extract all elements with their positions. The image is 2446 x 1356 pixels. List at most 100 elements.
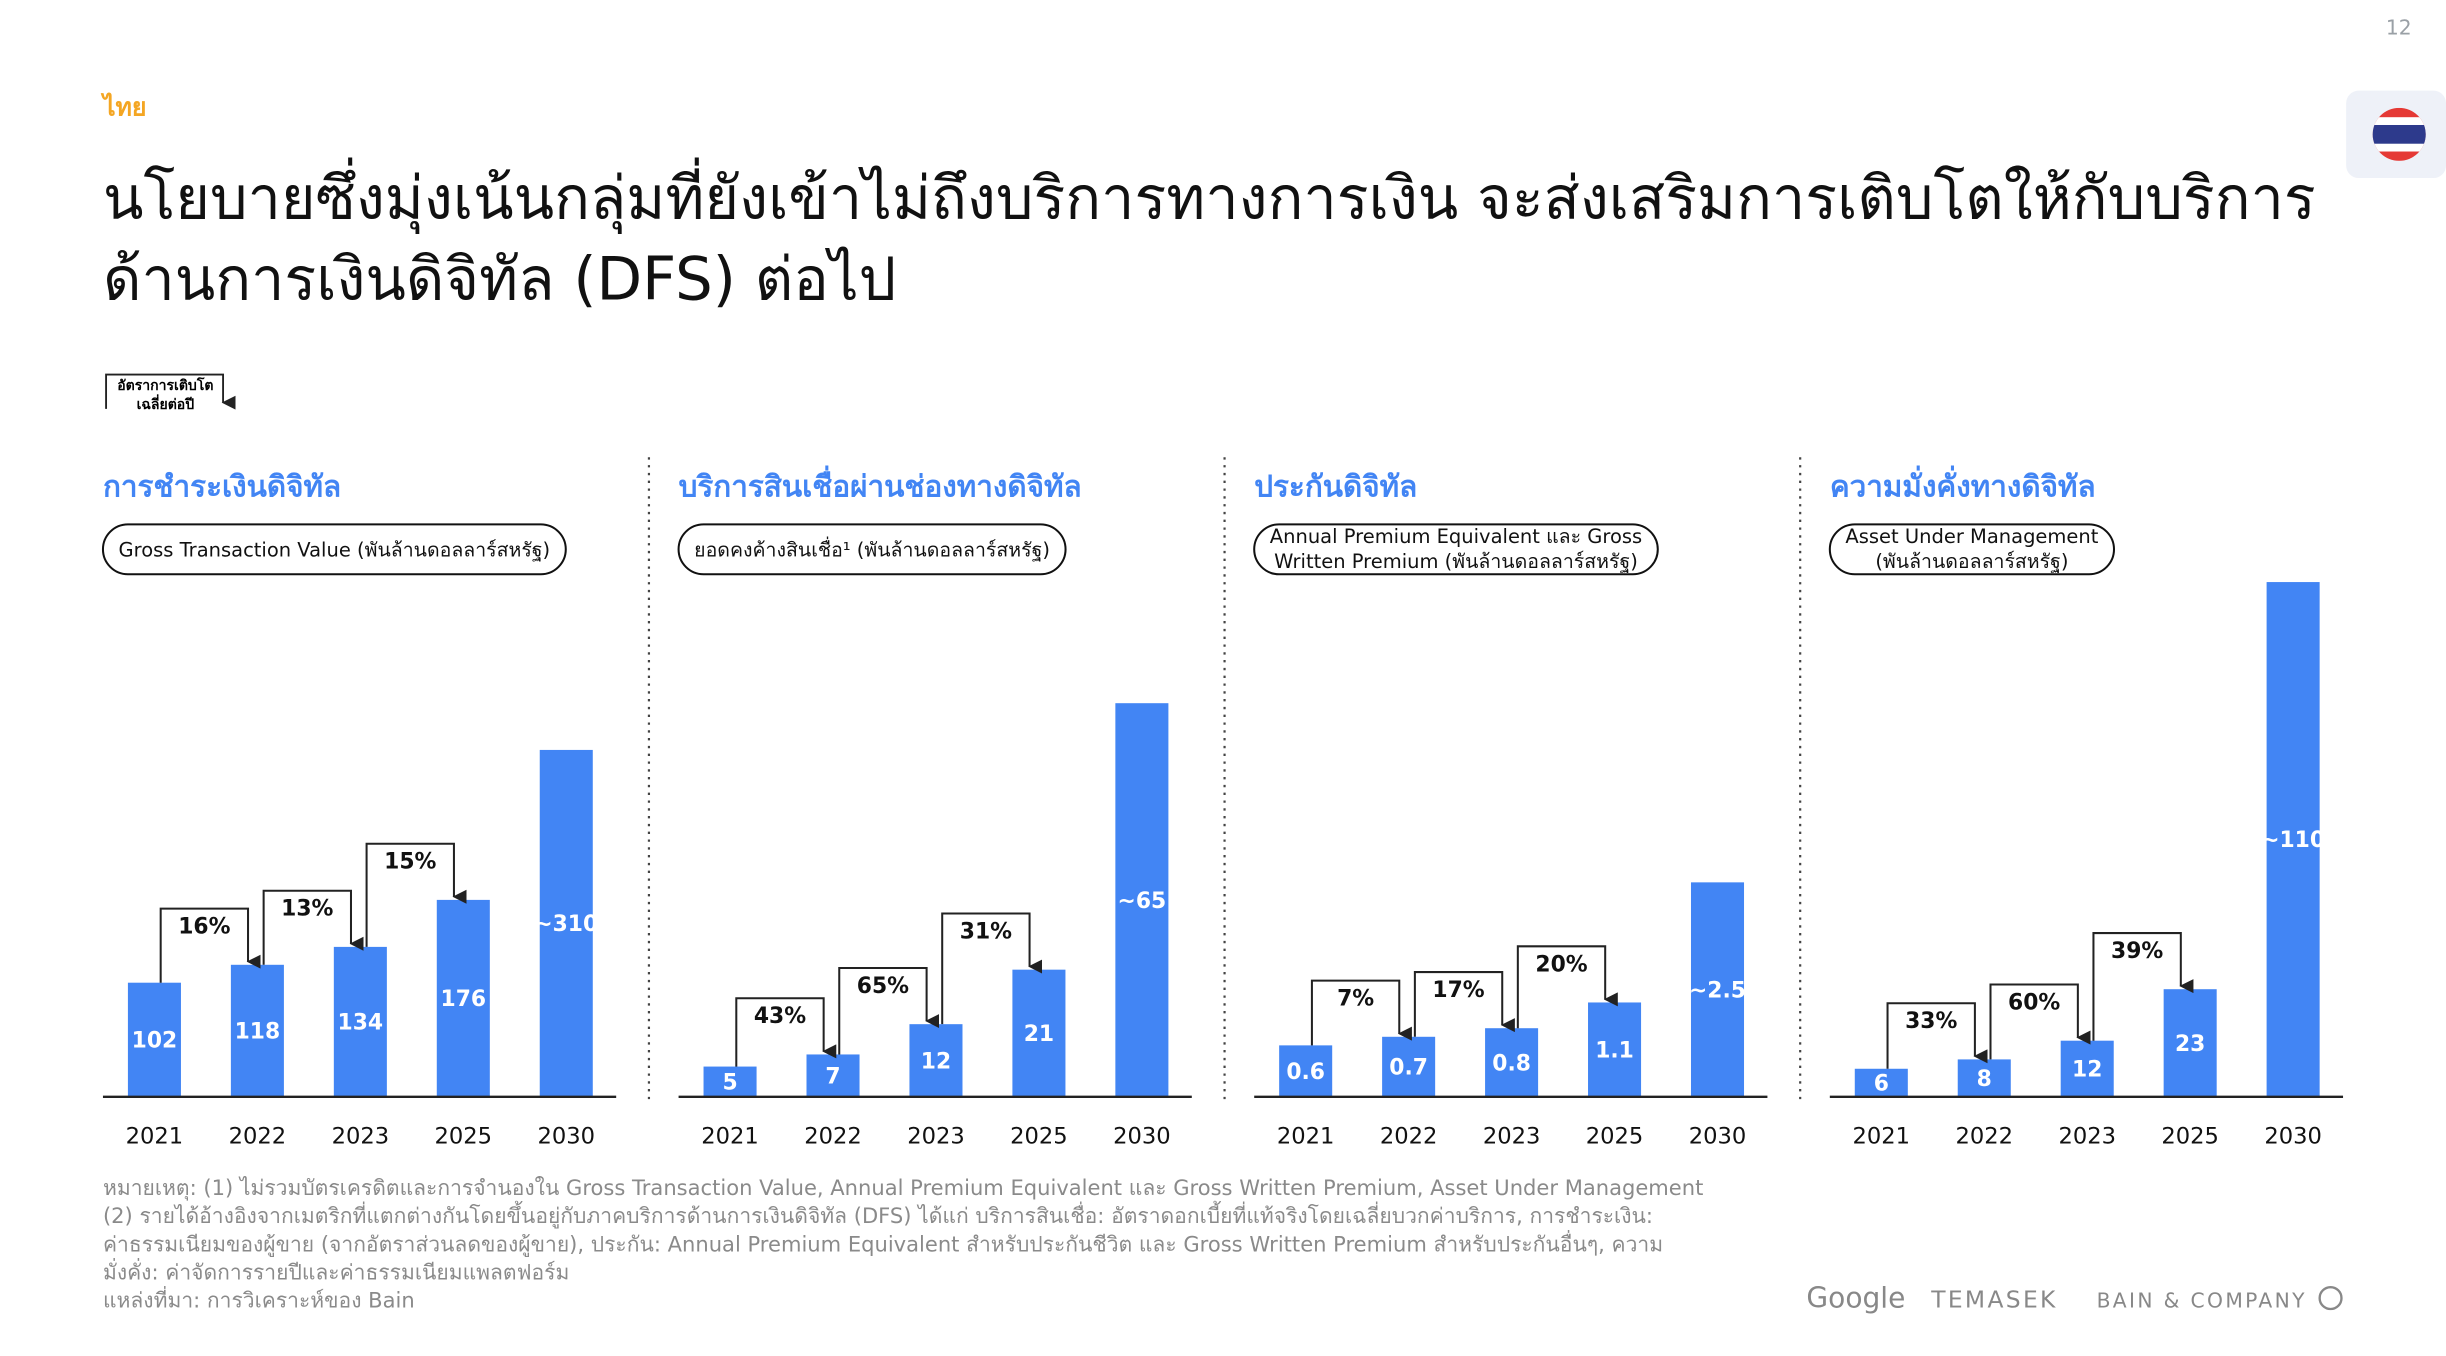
- x-tick-label: 2022: [804, 1124, 862, 1150]
- measure-label: Written Premium (พันล้านดอลลาร์สหรัฐ): [1274, 550, 1638, 573]
- bar: [1012, 969, 1066, 1097]
- bar-value-label: ~2.5: [1689, 978, 1746, 1003]
- growth-arrow: [1886, 1002, 1988, 1069]
- slide-title: ด้านการเงินดิจิทัล (DFS) ต่อไป: [103, 245, 896, 314]
- bar-value-label: 21: [1024, 1022, 1054, 1047]
- chart-title: บริการสินเชื่อผ่านช่องทางดิจิทัล: [679, 465, 1082, 503]
- footnote: (2) รายได้อ้างอิงจากเมตริกที่แตกต่างกันโ…: [103, 1201, 1653, 1229]
- footnotes: หมายเหตุ: (1) ไม่รวมบัตรเครดิตและการจำนอ…: [103, 1175, 1703, 1312]
- bar: [539, 749, 593, 1097]
- slide-title: นโยบายซึ่งมุ่งเน้นกลุ่มที่ยังเข้าไม่ถึงบ…: [103, 158, 2316, 235]
- flag: [2346, 90, 2446, 179]
- bar-value-label: 8: [1977, 1067, 1992, 1092]
- footnote: แหล่งที่มา: การวิเคราะห์ของ Bain: [103, 1285, 415, 1312]
- bar-value-label: 5: [722, 1071, 737, 1096]
- bar-value-label: 12: [921, 1049, 951, 1074]
- growth-arrow: [1516, 945, 1618, 1029]
- bar-value-label: 6: [1874, 1072, 1889, 1097]
- bar: [127, 982, 181, 1097]
- legend-text: อัตราการเติบโต: [117, 376, 213, 394]
- growth-label: 15%: [384, 850, 436, 875]
- measure-pill: ยอดคงค้างสินเชื่อ¹ (พันล้านดอลลาร์สหรัฐ): [677, 523, 1067, 576]
- logo: TEMASEK: [1930, 1285, 2058, 1313]
- region-label: ไทย: [100, 92, 147, 122]
- x-tick-label: 2023: [1483, 1124, 1541, 1150]
- growth-arrow: [941, 912, 1043, 1025]
- measure-label: (พันล้านดอลลาร์สหรัฐ): [1875, 550, 2068, 573]
- x-tick-label: 2021: [1277, 1124, 1335, 1150]
- bar-value-label: ~310: [534, 912, 598, 937]
- bar: [1382, 1036, 1436, 1097]
- bar-value-label: ~65: [1118, 889, 1167, 914]
- x-tick-label: 2025: [1586, 1124, 1644, 1150]
- bar: [2266, 582, 2320, 1097]
- footnote: มั่งคั่ง: ค่าจัดการรายปีและค่าธรรมเนียมแ…: [103, 1257, 569, 1284]
- growth-label: 20%: [1535, 952, 1587, 977]
- bar-value-label: 102: [132, 1029, 178, 1054]
- growth-legend: อัตราการเติบโต เฉลี่ยต่อปี: [105, 373, 236, 413]
- x-tick-label: 2022: [1380, 1124, 1438, 1150]
- logo: BAIN & COMPANY: [2097, 1288, 2307, 1312]
- growth-arrow: [159, 907, 261, 983]
- x-tick-label: 2023: [332, 1124, 390, 1150]
- x-tick-label: 2021: [1853, 1124, 1911, 1150]
- bar: [1957, 1059, 2011, 1097]
- bar-value-label: 12: [2072, 1058, 2102, 1083]
- growth-label: 65%: [857, 974, 909, 999]
- bar-value-label: 0.8: [1492, 1051, 1531, 1076]
- bar-value-label: 118: [235, 1020, 281, 1045]
- chart-panel: ประกันดิจิทัล Annual Premium Equivalent แ…: [1223, 457, 1768, 1150]
- x-tick-label: 2030: [1689, 1124, 1747, 1150]
- bar: [1115, 703, 1169, 1097]
- growth-label: 33%: [1905, 1009, 1957, 1034]
- bar-value-label: 176: [441, 987, 487, 1012]
- x-tick-label: 2022: [1955, 1124, 2013, 1150]
- chart-panel: ความมั่งคั่งทางดิจิทัล Asset Under Manage…: [1799, 457, 2344, 1150]
- chart-panel: การชำระเงินดิจิทัล Gross Transaction Valu…: [101, 468, 617, 1150]
- x-tick-label: 2025: [2161, 1124, 2219, 1150]
- chart-title: ความมั่งคั่งทางดิจิทัล: [1830, 465, 2096, 503]
- bar-value-label: 1.1: [1595, 1038, 1634, 1063]
- pill-border: [677, 523, 1067, 576]
- bar: [1485, 1028, 1539, 1097]
- chart-title: ประกันดิจิทัล: [1254, 468, 1417, 503]
- bar-value-label: 0.6: [1286, 1060, 1325, 1085]
- bar-value-label: 23: [2175, 1032, 2205, 1057]
- growth-arrow: [2092, 932, 2194, 1041]
- bar-value-label: 0.7: [1389, 1056, 1428, 1081]
- measure-label: Annual Premium Equivalent และ Gross: [1270, 525, 1642, 548]
- growth-label: 16%: [178, 915, 230, 940]
- measure-pill: Asset Under Management(พันล้านดอลลาร์สหร…: [1828, 523, 2116, 576]
- bar-value-label: ~110: [2261, 828, 2325, 853]
- bar-value-label: 134: [338, 1011, 384, 1036]
- bar: [1854, 1068, 1908, 1097]
- growth-arrow: [735, 997, 837, 1067]
- x-tick-label: 2025: [1010, 1124, 1068, 1150]
- bar: [909, 1024, 963, 1097]
- growth-label: 31%: [960, 919, 1012, 944]
- bar: [703, 1066, 757, 1097]
- growth-label: 7%: [1337, 987, 1374, 1012]
- pill-border: [1828, 523, 2116, 576]
- footnote: หมายเหตุ: (1) ไม่รวมบัตรเครดิตและการจำนอ…: [103, 1175, 1703, 1201]
- measure-pill: Gross Transaction Value (พันล้านดอลลาร์ส…: [101, 523, 567, 576]
- bar: [2163, 989, 2217, 1097]
- growth-arrow: [262, 889, 364, 965]
- page-number: 12: [2386, 16, 2412, 40]
- pill-border: [101, 523, 567, 576]
- pill-border: [1253, 523, 1659, 576]
- growth-label: 43%: [754, 1004, 806, 1029]
- logos: Google TEMASEK BAIN & COMPANY: [1806, 1281, 2343, 1314]
- measure-pill: Annual Premium Equivalent และ GrossWritt…: [1253, 523, 1659, 576]
- bar: [230, 964, 284, 1097]
- growth-arrow: [838, 966, 940, 1055]
- bar: [1690, 882, 1745, 1097]
- x-tick-label: 2021: [701, 1124, 759, 1150]
- bar: [2060, 1040, 2114, 1097]
- growth-arrow: [1989, 983, 2091, 1060]
- bar: [436, 899, 490, 1097]
- bar: [806, 1054, 860, 1097]
- growth-label: 60%: [2008, 990, 2060, 1015]
